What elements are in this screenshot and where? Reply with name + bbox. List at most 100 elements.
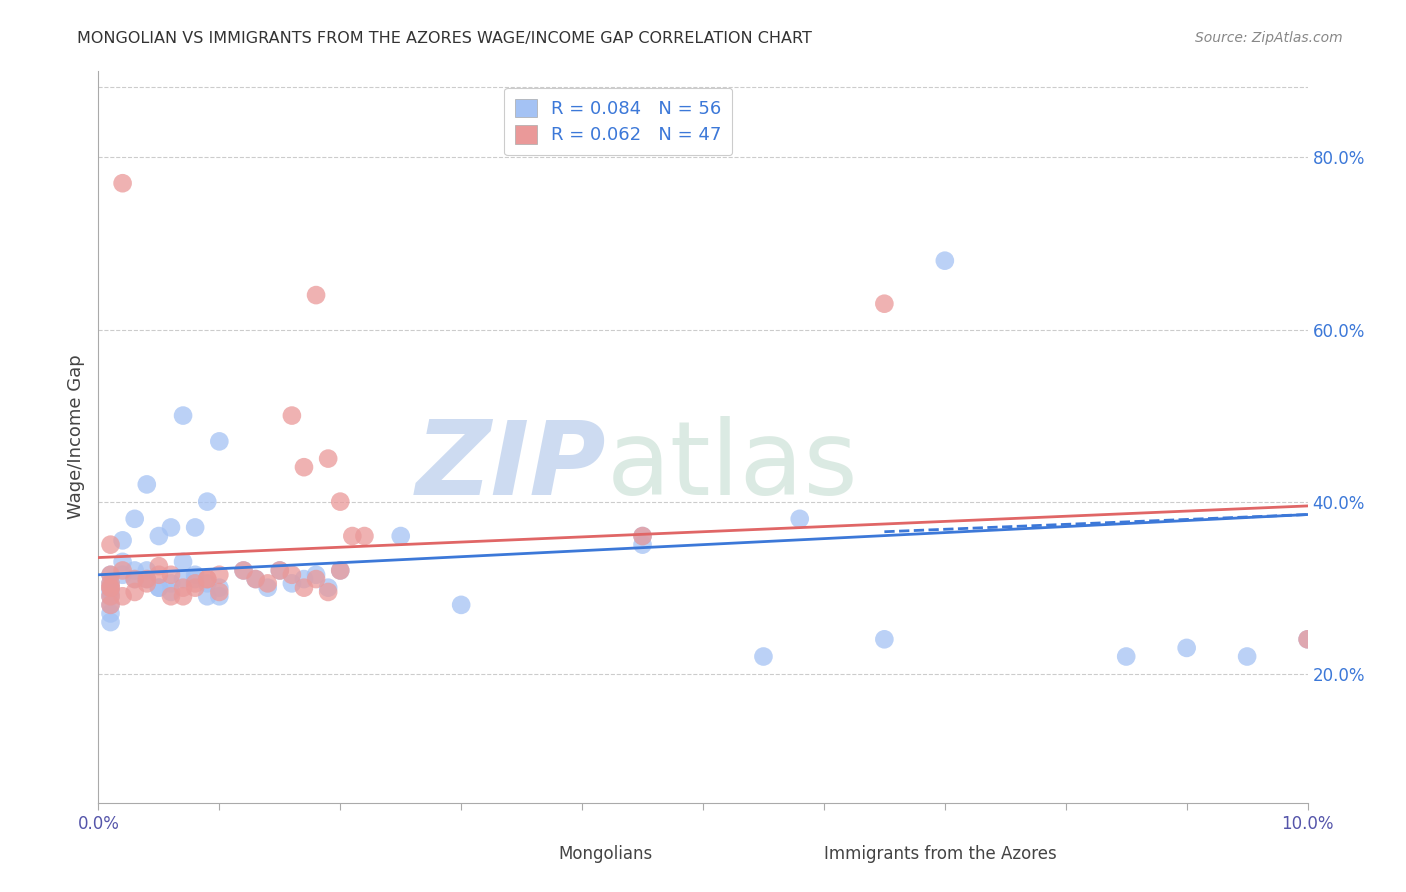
Point [329, 564, 352, 578]
Point [135, 564, 157, 578]
Point [631, 529, 654, 543]
Y-axis label: Wage/Income Gap: Wage/Income Gap [66, 355, 84, 519]
Point [208, 589, 231, 603]
Point [111, 567, 134, 582]
FancyBboxPatch shape [793, 846, 815, 863]
Point [148, 529, 170, 543]
Point [256, 576, 278, 591]
Point [1236, 649, 1258, 664]
Point [1175, 640, 1198, 655]
Point [100, 576, 122, 591]
Point [172, 581, 194, 595]
Text: atlas: atlas [606, 416, 858, 516]
Point [124, 572, 146, 586]
Point [281, 567, 304, 582]
Point [195, 576, 218, 591]
Point [292, 581, 315, 595]
Point [208, 585, 231, 599]
Point [100, 581, 122, 595]
Point [100, 585, 122, 599]
Point [172, 589, 194, 603]
Point [184, 576, 207, 591]
Point [111, 589, 134, 603]
Point [100, 538, 122, 552]
Point [100, 598, 122, 612]
Point [100, 615, 122, 629]
Point [135, 572, 157, 586]
Point [1296, 632, 1319, 647]
Point [450, 598, 472, 612]
Point [100, 589, 122, 603]
Text: Immigrants from the Azores: Immigrants from the Azores [824, 845, 1057, 863]
Point [232, 564, 254, 578]
Point [135, 576, 157, 591]
Point [100, 567, 122, 582]
Point [124, 512, 146, 526]
Point [148, 581, 170, 595]
Text: Source: ZipAtlas.com: Source: ZipAtlas.com [1195, 31, 1343, 45]
Point [305, 572, 328, 586]
Point [184, 520, 207, 534]
Point [195, 589, 218, 603]
Point [232, 564, 254, 578]
Point [245, 572, 267, 586]
Point [305, 288, 328, 302]
Point [124, 585, 146, 599]
Point [124, 572, 146, 586]
Point [305, 567, 328, 582]
Text: ZIP: ZIP [416, 416, 606, 516]
Point [316, 581, 339, 595]
Point [100, 607, 122, 621]
Point [353, 529, 375, 543]
Point [148, 567, 170, 582]
Point [269, 564, 291, 578]
Point [631, 538, 654, 552]
Point [292, 572, 315, 586]
Point [934, 253, 956, 268]
Point [184, 572, 207, 586]
Point [160, 585, 183, 599]
Point [195, 572, 218, 586]
Point [256, 581, 278, 595]
Point [873, 296, 896, 310]
Point [316, 451, 339, 466]
Point [100, 598, 122, 612]
Text: MONGOLIAN VS IMMIGRANTS FROM THE AZORES WAGE/INCOME GAP CORRELATION CHART: MONGOLIAN VS IMMIGRANTS FROM THE AZORES … [77, 31, 813, 46]
Point [184, 567, 207, 582]
Point [292, 460, 315, 475]
Point [135, 572, 157, 586]
Point [111, 564, 134, 578]
Point [208, 434, 231, 449]
Point [1296, 632, 1319, 647]
Point [208, 581, 231, 595]
Point [195, 494, 218, 508]
Point [342, 529, 364, 543]
Point [172, 409, 194, 423]
FancyBboxPatch shape [527, 846, 550, 863]
Point [100, 567, 122, 582]
Point [111, 555, 134, 569]
Point [100, 589, 122, 603]
Point [269, 564, 291, 578]
Legend: R = 0.084   N = 56, R = 0.062   N = 47: R = 0.084 N = 56, R = 0.062 N = 47 [505, 87, 733, 155]
Point [160, 576, 183, 591]
Point [873, 632, 896, 647]
Point [316, 585, 339, 599]
Point [124, 564, 146, 578]
Point [281, 409, 304, 423]
Point [135, 477, 157, 491]
Point [172, 572, 194, 586]
Point [281, 576, 304, 591]
Point [100, 581, 122, 595]
Point [160, 520, 183, 534]
Point [100, 576, 122, 591]
Point [148, 559, 170, 574]
Point [111, 176, 134, 190]
Text: Mongolians: Mongolians [558, 845, 652, 863]
Point [789, 512, 811, 526]
Point [160, 567, 183, 582]
Point [100, 581, 122, 595]
Point [184, 581, 207, 595]
Point [631, 529, 654, 543]
Point [245, 572, 267, 586]
